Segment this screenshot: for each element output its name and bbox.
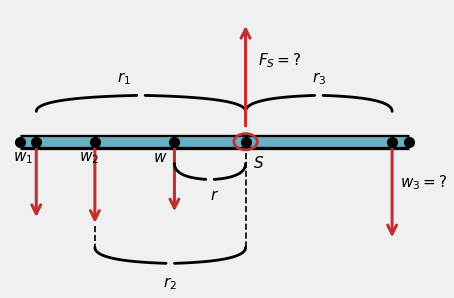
Text: $F_S = ?$: $F_S = ?$ xyxy=(258,51,302,70)
Text: $w$: $w$ xyxy=(153,150,167,165)
Text: $r$: $r$ xyxy=(210,188,219,203)
Text: $r_3$: $r_3$ xyxy=(312,70,326,87)
Text: $r_1$: $r_1$ xyxy=(117,70,131,87)
Text: $w_3 = ?$: $w_3 = ?$ xyxy=(400,173,448,192)
Text: $w_2$: $w_2$ xyxy=(79,150,99,166)
Text: $r_2$: $r_2$ xyxy=(163,275,177,292)
Text: $w_1$: $w_1$ xyxy=(13,150,34,166)
Text: S: S xyxy=(254,156,264,171)
